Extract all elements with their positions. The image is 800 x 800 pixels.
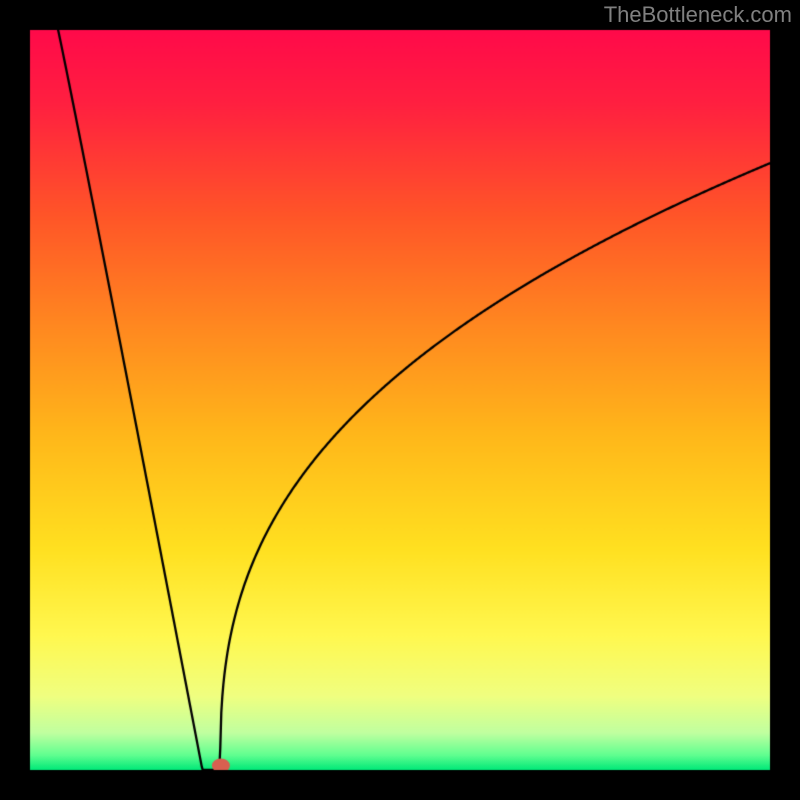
chart-container: TheBottleneck.com [0, 0, 800, 800]
watermark-label: TheBottleneck.com [604, 2, 792, 28]
bottleneck-curve-chart [0, 0, 800, 800]
